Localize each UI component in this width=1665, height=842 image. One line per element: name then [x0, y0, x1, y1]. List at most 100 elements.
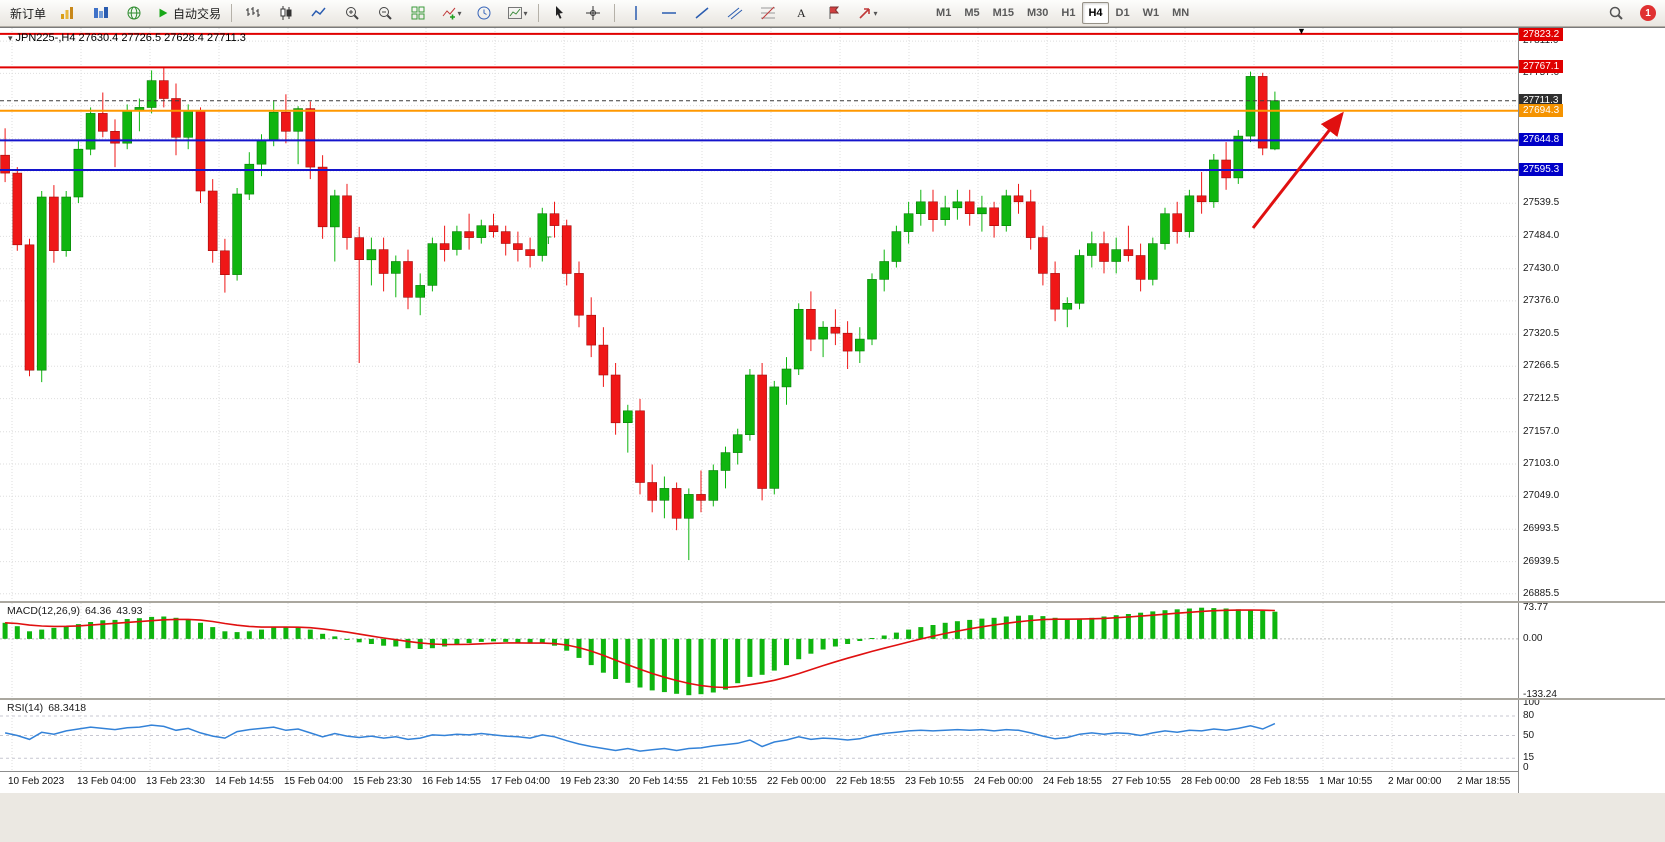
- price-axis-label: 27266.5: [1523, 360, 1560, 372]
- new-order-button[interactable]: 新订单: [10, 6, 47, 21]
- channel-button[interactable]: [719, 1, 751, 25]
- timeframe-d1-button[interactable]: D1: [1115, 7, 1130, 19]
- rsi-axis-label: 100: [1523, 697, 1540, 708]
- candlestick-chart-button[interactable]: [270, 1, 302, 25]
- chevron-down-icon: ▾: [457, 8, 462, 18]
- time-axis-label: 17 Feb 04:00: [491, 776, 550, 787]
- arrow-tool-icon: [858, 8, 870, 19]
- macd-label: MACD(12,26,9) 64.36 43.93: [7, 605, 143, 617]
- time-axis-label: 24 Feb 18:55: [1043, 776, 1102, 787]
- cursor-button[interactable]: [544, 1, 576, 25]
- time-axis-label: 27 Feb 10:55: [1112, 776, 1171, 787]
- timeframe-h1-button[interactable]: H1: [1061, 7, 1076, 19]
- vertical-line-button[interactable]: [620, 1, 652, 25]
- timeframe-m30-button[interactable]: M30: [1027, 7, 1049, 19]
- market-watch-button[interactable]: [85, 1, 117, 25]
- templates-button[interactable]: ▾: [501, 1, 533, 25]
- price-axis-label: 27430.0: [1523, 262, 1560, 274]
- price-axis-label: 26993.5: [1523, 523, 1560, 535]
- chart-title: ▾ JPN225-,H4 27630.4 27726.5 27628.4 2771…: [7, 32, 246, 44]
- timeframe-w1-button[interactable]: W1: [1142, 7, 1160, 19]
- new-chart-button[interactable]: [52, 1, 84, 25]
- timeframe-mn-button[interactable]: MN: [1172, 7, 1190, 19]
- panel-separator[interactable]: [0, 698, 1665, 700]
- status-bar: [0, 792, 1665, 842]
- indicators-button[interactable]: ▾: [435, 1, 467, 25]
- timeframe-m5-button[interactable]: M5: [964, 7, 980, 19]
- panel-separator[interactable]: [0, 601, 1665, 603]
- crosshair-icon: [586, 6, 601, 20]
- price-level-badge: 27711.3: [1519, 93, 1563, 107]
- line-chart-button[interactable]: [303, 1, 335, 25]
- navigator-button[interactable]: [118, 1, 150, 25]
- svg-text:A: A: [797, 6, 806, 20]
- macd-canvas[interactable]: [0, 603, 1518, 698]
- price-axis-label: 27049.0: [1523, 490, 1560, 502]
- main-chart-canvas[interactable]: T: [0, 28, 1518, 601]
- label-button[interactable]: [818, 1, 850, 25]
- chevron-down-icon: ▾: [523, 8, 528, 18]
- play-icon: [159, 8, 168, 18]
- globe-icon: [127, 6, 141, 20]
- price-axis[interactable]: 27811.027757.027539.527484.027430.027376…: [1518, 28, 1665, 793]
- crosshair-button[interactable]: [577, 1, 609, 25]
- chart-window: T ▾ JPN225-,H4 27630.4 27726.5 27628.4 27…: [0, 26, 1665, 793]
- flag-icon: [829, 6, 840, 19]
- time-axis-label: 10 Feb 2023: [8, 776, 65, 787]
- price-level-badge: 27823.2: [1519, 28, 1564, 41]
- notification-badge[interactable]: 1: [1640, 5, 1656, 21]
- text-icon: A: [797, 6, 806, 20]
- time-axis-label: 15 Feb 23:30: [353, 776, 412, 787]
- trendline-button[interactable]: [686, 1, 718, 25]
- chevron-down-icon: ▾: [873, 8, 878, 18]
- fibonacci-button[interactable]: [752, 1, 784, 25]
- rsi-label: RSI(14) 68.3418: [7, 702, 87, 714]
- horizontal-line-icon: [662, 12, 677, 14]
- macd-axis-label: -133.24: [1523, 689, 1557, 701]
- rsi-canvas[interactable]: [0, 700, 1518, 771]
- timeframe-m15-button[interactable]: M15: [992, 7, 1014, 19]
- time-axis-label: 21 Feb 10:55: [698, 776, 757, 787]
- time-axis-label: 24 Feb 00:00: [974, 776, 1033, 787]
- search-button[interactable]: [1600, 1, 1632, 25]
- time-axis-label: 19 Feb 23:30: [560, 776, 619, 787]
- price-axis-label: 26939.5: [1523, 555, 1560, 567]
- autotrading-button[interactable]: 自动交易: [151, 1, 226, 25]
- toolbar-separator: [614, 4, 616, 22]
- macd-axis-label: 73.77: [1523, 601, 1549, 613]
- time-axis-label: 22 Feb 18:55: [836, 776, 895, 787]
- zoom-out-button[interactable]: [369, 1, 401, 25]
- time-axis-label: 1 Mar 10:55: [1319, 776, 1373, 787]
- zoom-in-button[interactable]: [336, 1, 368, 25]
- tile-windows-button[interactable]: [402, 1, 434, 25]
- time-axis-label: 2 Mar 00:00: [1388, 776, 1442, 787]
- timeframe-h4-button[interactable]: H4: [1082, 2, 1109, 24]
- time-axis-label: 14 Feb 14:55: [215, 776, 274, 787]
- cursor-icon: [556, 6, 564, 19]
- bar-chart-button[interactable]: [237, 1, 269, 25]
- cycles-button[interactable]: [468, 1, 500, 25]
- time-axis-label: 23 Feb 10:55: [905, 776, 964, 787]
- text-button[interactable]: A: [785, 1, 817, 25]
- indicators-icon: [442, 7, 455, 20]
- price-level-badge: 27644.8: [1519, 133, 1564, 147]
- horizontal-line-button[interactable]: [653, 1, 685, 25]
- macd-panel: MACD(12,26,9) 64.36 43.93: [0, 603, 1518, 698]
- chart-shift-marker-icon: ▼: [1297, 26, 1306, 36]
- fibonacci-icon: [761, 6, 776, 20]
- price-level-badge: 27767.1: [1519, 60, 1564, 74]
- clock-icon: [477, 6, 491, 20]
- chart-menu-icon[interactable]: ▾: [8, 33, 13, 43]
- toolbar-right: 1: [1600, 1, 1660, 25]
- search-icon: [1609, 6, 1623, 20]
- arrows-tool-button[interactable]: ▾: [851, 1, 883, 25]
- vertical-line-icon: [635, 6, 637, 20]
- candlestick-icon: [280, 6, 292, 20]
- main-chart-panel: T ▾ JPN225-,H4 27630.4 27726.5 27628.4 27…: [0, 26, 1518, 601]
- price-axis-label: 27484.0: [1523, 230, 1560, 242]
- timeframe-m1-button[interactable]: M1: [936, 7, 952, 19]
- rsi-axis-label: 50: [1523, 729, 1535, 741]
- line-chart-icon: [311, 7, 326, 17]
- macd-axis-label: 0.00: [1523, 632, 1543, 644]
- time-axis[interactable]: 10 Feb 2023 13 Feb 04:00 13 Feb 23:30 14 Fe…: [0, 771, 1518, 793]
